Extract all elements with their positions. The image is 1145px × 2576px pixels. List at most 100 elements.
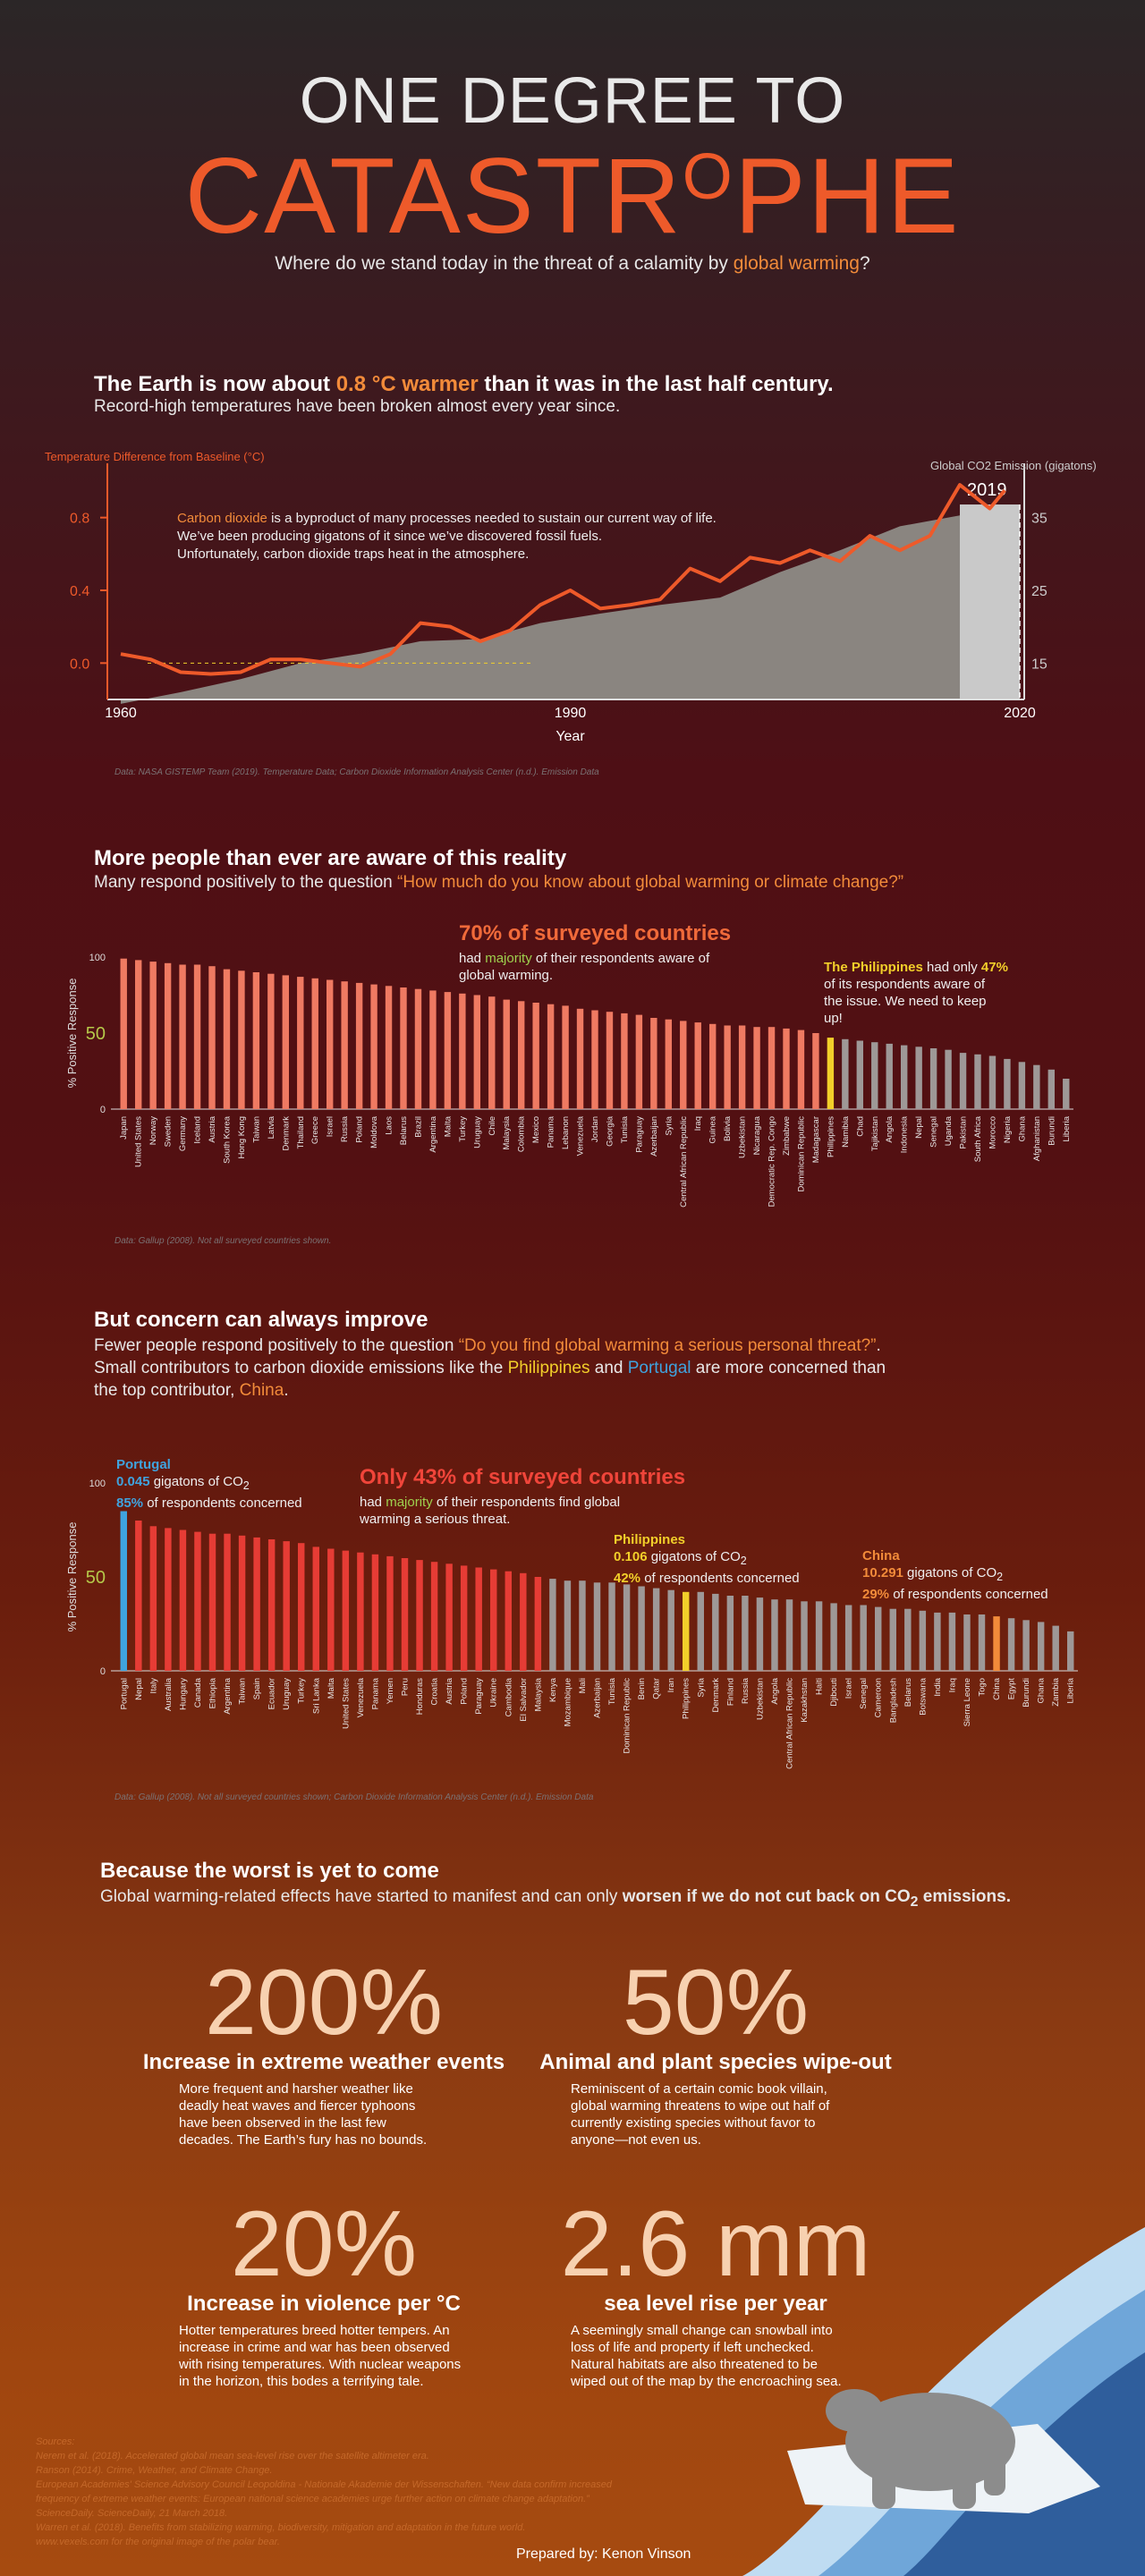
category-label: Honduras xyxy=(415,1678,425,1715)
bar xyxy=(505,1571,512,1671)
category-label: Malta xyxy=(327,1677,336,1699)
category-label: Senegal xyxy=(929,1116,939,1148)
co2-note: Carbon dioxide is a byproduct of many pr… xyxy=(177,510,717,564)
bar xyxy=(978,1614,986,1671)
pt-gig: gigatons of CO xyxy=(149,1474,243,1489)
category-label: Australia xyxy=(164,1677,174,1711)
stat-text-line: deadly heat waves and fiercer typhoons xyxy=(179,2098,416,2114)
stat-number: 20% xyxy=(230,2192,418,2296)
s4-sub: 2 xyxy=(910,1894,919,1910)
category-label: Finland xyxy=(725,1678,735,1706)
section4-subheading: Global warming-related effects have star… xyxy=(100,1887,1011,1911)
category-label: Brazil xyxy=(413,1116,423,1138)
y-axis-label: % Positive Response xyxy=(65,979,79,1089)
bar xyxy=(401,1558,409,1671)
bar xyxy=(963,1614,971,1671)
polar-bear-icon xyxy=(826,2389,1015,2509)
category-label: Iceland xyxy=(193,1116,203,1144)
category-label: South Africa xyxy=(973,1115,983,1162)
bar xyxy=(904,1608,912,1671)
bar xyxy=(1052,1625,1059,1671)
ph-callout-pct: 47% xyxy=(980,960,1008,975)
bar xyxy=(915,1046,922,1109)
header-subtitle: Where do we stand today in the threat of… xyxy=(0,253,1145,275)
pt-callout-pct: 85% xyxy=(116,1496,144,1511)
header-big-part-a: CATASTR xyxy=(184,136,683,256)
category-label: Central African Republic xyxy=(679,1116,689,1208)
reference-item: www.vexels.com for the original image of… xyxy=(36,2537,280,2547)
category-label: Italy xyxy=(148,1678,158,1694)
ph-callout-line1: The Philippines had only 47% xyxy=(824,959,1008,976)
section1-subheading: Record-high temperatures have been broke… xyxy=(94,397,621,416)
category-label: Panama xyxy=(370,1677,380,1709)
bar xyxy=(445,1563,453,1671)
co2-area xyxy=(121,507,1005,704)
category-label: Uruguay xyxy=(472,1116,482,1148)
s4-bold: worsen if we do not cut back on CO xyxy=(622,1887,911,1906)
category-label: Bangladesh xyxy=(888,1678,898,1723)
category-label: Iraq xyxy=(693,1116,703,1131)
subtitle-text: Where do we stand today in the threat of… xyxy=(275,253,734,274)
header-big-title: CATASTROPHE xyxy=(0,134,1145,258)
stat-text-line: Hotter temperatures breed hotter tempers… xyxy=(179,2323,450,2338)
bar xyxy=(208,966,216,1109)
cn-line1: 10.291 gigatons of CO2 xyxy=(862,1564,1048,1586)
category-label: United States xyxy=(341,1678,351,1729)
bar xyxy=(416,1560,423,1671)
bar xyxy=(120,958,127,1109)
ph3-sub: 2 xyxy=(740,1555,747,1567)
section2-question: “How much do you know about global warmi… xyxy=(397,873,904,892)
bar xyxy=(929,1048,937,1109)
y2-tick-label: 15 xyxy=(1031,657,1047,672)
bar xyxy=(547,1004,555,1109)
bar xyxy=(370,984,377,1109)
bar xyxy=(785,1599,793,1671)
bar xyxy=(341,981,348,1109)
category-label: Uzbekistan xyxy=(755,1678,765,1720)
category-label: Iraq xyxy=(947,1678,957,1692)
bar xyxy=(652,1588,660,1671)
ph3-val: 0.106 xyxy=(614,1549,648,1564)
bar xyxy=(238,1535,246,1671)
bar xyxy=(621,1013,628,1109)
category-label: Burundi xyxy=(1047,1116,1056,1146)
category-label: Togo xyxy=(978,1678,988,1697)
bar xyxy=(473,995,481,1109)
bar xyxy=(889,1608,896,1671)
bar xyxy=(606,1012,614,1109)
category-label: Mexico xyxy=(531,1116,541,1143)
y-axis-label: % Positive Response xyxy=(65,1522,79,1632)
bar xyxy=(860,1605,867,1671)
threat-callout-line2: warming a serious threat. xyxy=(360,1512,511,1527)
bar xyxy=(386,1555,394,1671)
reference-item: Nerem et al. (2018). Accelerated global … xyxy=(36,2451,429,2462)
s3-l3-pre: the top contributor, xyxy=(94,1381,240,1400)
category-label: Nigeria xyxy=(1003,1115,1013,1143)
bar xyxy=(988,1055,997,1109)
cn-val: 10.291 xyxy=(862,1565,903,1580)
category-label: Malta xyxy=(443,1115,453,1137)
bar xyxy=(179,964,186,1109)
bar xyxy=(208,1533,216,1671)
pt-callout-line2: 85% of respondents concerned xyxy=(116,1495,302,1512)
bar xyxy=(517,1001,525,1109)
category-label: Cameroon xyxy=(874,1678,884,1717)
category-label: Taiwan xyxy=(251,1116,261,1143)
section1-source: Data: NASA GISTEMP Team (2019). Temperat… xyxy=(114,767,599,777)
y-tick-label: 100 xyxy=(89,953,106,963)
y-tick-label: 0.0 xyxy=(70,657,89,672)
category-label: Nicaragua xyxy=(752,1115,762,1155)
bar xyxy=(400,987,407,1109)
category-label: Indonesia xyxy=(900,1115,910,1153)
category-label: Lebanon xyxy=(561,1116,571,1149)
stat-heading: Increase in violence per °C xyxy=(187,2292,461,2316)
y2-axis-label: Global CO2 Emission (gigatons) xyxy=(930,459,1097,472)
s3-and: and xyxy=(589,1359,628,1377)
bar xyxy=(1047,1069,1056,1109)
category-label: India xyxy=(933,1677,943,1696)
stat-text-line: loss of life and property if left unchec… xyxy=(571,2340,814,2355)
bar xyxy=(267,973,275,1109)
category-label: China xyxy=(992,1677,1002,1700)
category-label: Syria xyxy=(696,1677,706,1697)
bar xyxy=(815,1601,823,1671)
